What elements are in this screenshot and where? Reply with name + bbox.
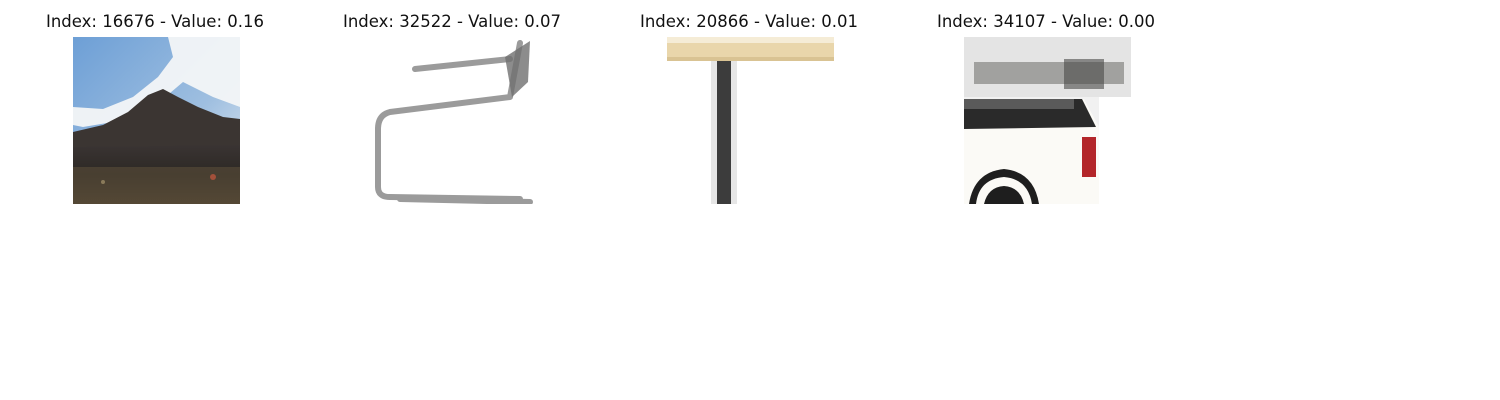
cantilever-chair-thumbnail — [370, 37, 537, 204]
white-pickup-truck-thumbnail — [964, 37, 1131, 204]
image-panel-1: Index: 16676 - Value: 0.16 — [25, 0, 285, 210]
panel-title: Index: 20866 - Value: 0.01 — [639, 12, 858, 31]
panel-title: Index: 16676 - Value: 0.16 — [45, 12, 264, 31]
image-panel-2: Index: 32522 - Value: 0.07 — [322, 0, 582, 210]
mountain-landscape-thumbnail — [73, 37, 240, 204]
panel-title: Index: 34107 - Value: 0.00 — [936, 12, 1155, 31]
image-panel-4: Index: 34107 - Value: 0.00 — [916, 0, 1176, 210]
table-thumbnail — [667, 37, 834, 204]
panel-title: Index: 32522 - Value: 0.07 — [342, 12, 561, 31]
image-panel-3: Index: 20866 - Value: 0.01 — [619, 0, 879, 210]
